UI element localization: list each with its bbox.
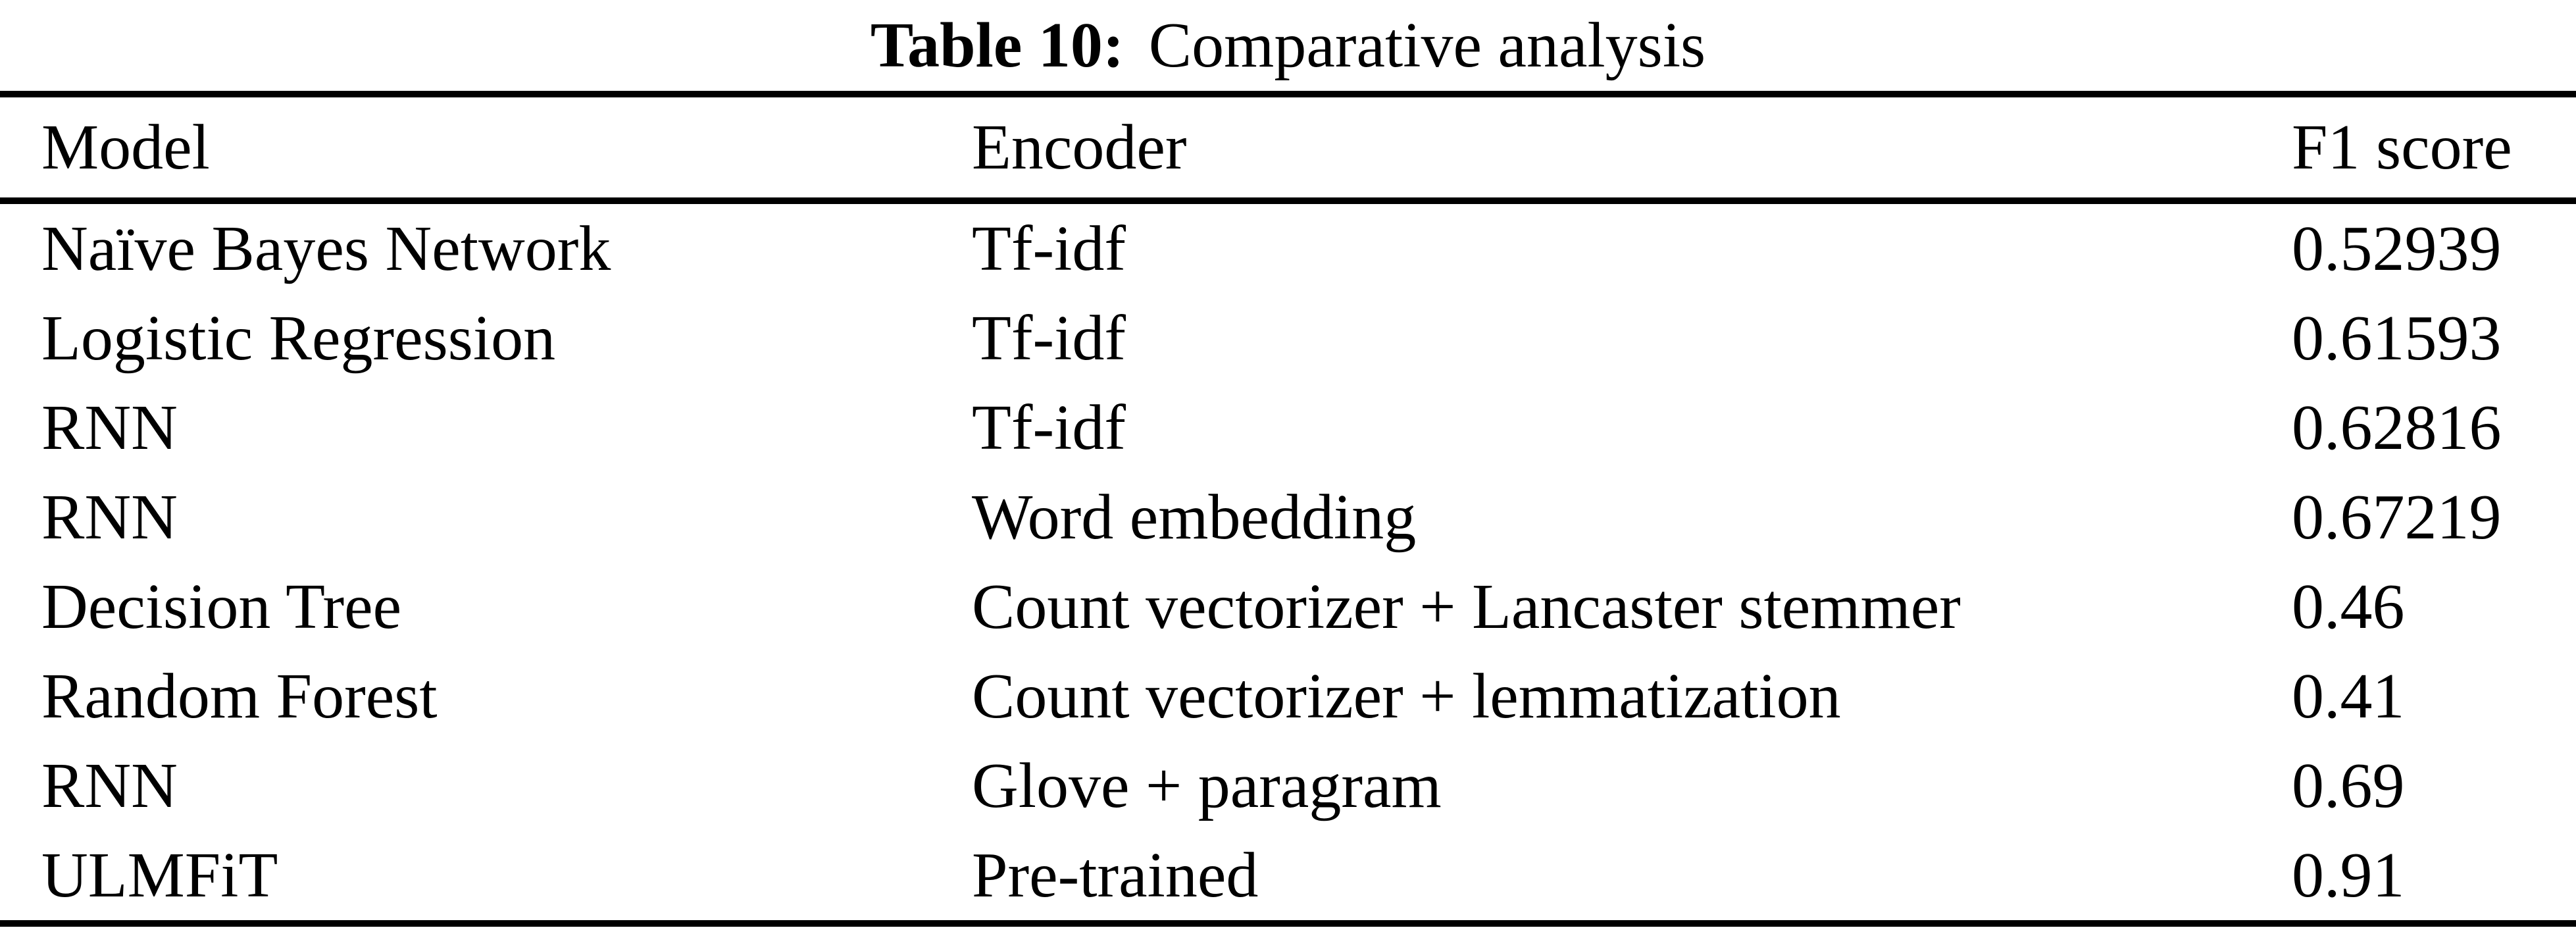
table-caption: Table 10: Comparative analysis bbox=[0, 0, 2576, 91]
encoder-cell: Count vectorizer + lemmatization bbox=[972, 661, 1841, 732]
table-row: Naïve Bayes Network Tf-idf 0.52939 bbox=[0, 204, 2576, 294]
encoder-cell: Tf-idf bbox=[972, 392, 1126, 463]
f1-score-cell: 0.61593 bbox=[2292, 303, 2502, 374]
encoder-cell: Word embedding bbox=[972, 482, 1417, 553]
table-row: ULMFiT Pre-trained 0.91 bbox=[0, 831, 2576, 920]
table-row: RNN Word embedding 0.67219 bbox=[0, 473, 2576, 562]
table-row: Random Forest Count vectorizer + lemmati… bbox=[0, 652, 2576, 741]
comparative-analysis-table: Model Encoder F1 score Naïve Bayes Netwo… bbox=[0, 91, 2576, 927]
table-row: Logistic Regression Tf-idf 0.61593 bbox=[0, 294, 2576, 383]
encoder-cell: Tf-idf bbox=[972, 213, 1126, 284]
table-row: RNN Tf-idf 0.62816 bbox=[0, 383, 2576, 473]
table-header-row: Model Encoder F1 score bbox=[0, 97, 2576, 204]
model-cell: Naïve Bayes Network bbox=[41, 213, 611, 284]
encoder-cell: Count vectorizer + Lancaster stemmer bbox=[972, 571, 1961, 642]
f1-score-cell: 0.41 bbox=[2292, 661, 2405, 732]
table-row: Decision Tree Count vectorizer + Lancast… bbox=[0, 562, 2576, 652]
model-cell: Random Forest bbox=[41, 661, 438, 732]
column-header-f1-score: F1 score bbox=[2292, 112, 2512, 183]
f1-score-cell: 0.91 bbox=[2292, 840, 2405, 911]
model-cell: Logistic Regression bbox=[41, 303, 556, 374]
f1-score-cell: 0.46 bbox=[2292, 571, 2405, 642]
f1-score-cell: 0.67219 bbox=[2292, 482, 2502, 553]
model-cell: ULMFiT bbox=[41, 840, 278, 911]
f1-score-cell: 0.69 bbox=[2292, 750, 2405, 821]
table-body: Naïve Bayes Network Tf-idf 0.52939 Logis… bbox=[0, 204, 2576, 920]
f1-score-cell: 0.62816 bbox=[2292, 392, 2502, 463]
encoder-cell: Pre-trained bbox=[972, 840, 1259, 911]
column-header-encoder: Encoder bbox=[972, 112, 1187, 183]
f1-score-cell: 0.52939 bbox=[2292, 213, 2502, 284]
column-header-model: Model bbox=[41, 112, 210, 183]
table-row: RNN Glove + paragram 0.69 bbox=[0, 741, 2576, 831]
table-caption-title: Comparative analysis bbox=[1148, 10, 1706, 81]
table-caption-label: Table 10: bbox=[870, 10, 1124, 81]
encoder-cell: Glove + paragram bbox=[972, 750, 1442, 821]
encoder-cell: Tf-idf bbox=[972, 303, 1126, 374]
model-cell: RNN bbox=[41, 750, 178, 821]
model-cell: RNN bbox=[41, 482, 178, 553]
model-cell: RNN bbox=[41, 392, 178, 463]
model-cell: Decision Tree bbox=[41, 571, 402, 642]
